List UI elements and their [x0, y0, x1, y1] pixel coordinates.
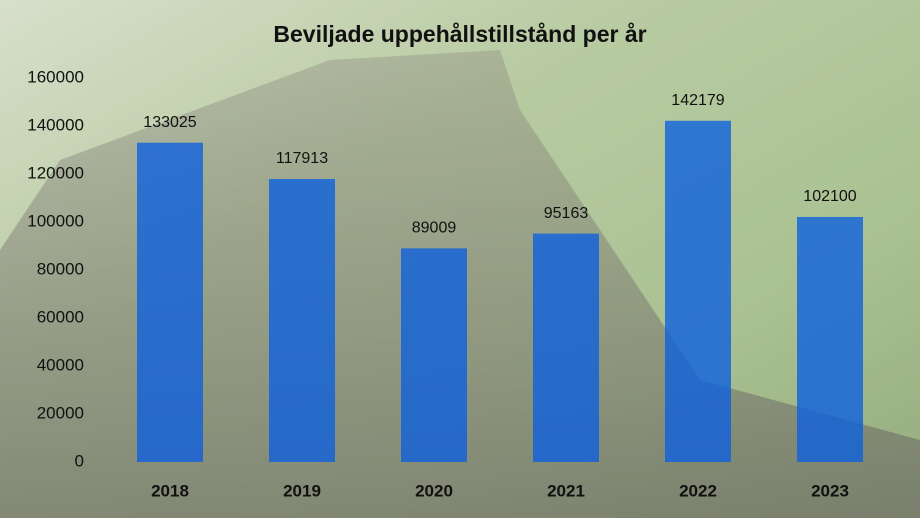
bar: [401, 248, 467, 462]
bar: [665, 120, 731, 463]
data-label: 95163: [544, 205, 589, 222]
bar: [797, 216, 863, 462]
y-tick-label: 100000: [27, 211, 84, 230]
data-label: 142179: [671, 92, 724, 109]
y-tick-label: 60000: [37, 307, 84, 326]
data-label: 89009: [412, 220, 457, 237]
y-tick-label: 160000: [27, 67, 84, 86]
bar: [269, 179, 335, 463]
data-label: 117913: [276, 150, 328, 167]
data-label: 102100: [803, 188, 856, 205]
x-tick-label: 2021: [547, 481, 585, 500]
y-tick-label: 20000: [37, 403, 84, 422]
x-tick-label: 2018: [151, 481, 189, 500]
x-tick-label: 2019: [283, 481, 321, 500]
y-tick-label: 80000: [37, 259, 84, 278]
bar: [533, 233, 599, 462]
y-tick-label: 140000: [27, 115, 84, 134]
x-tick-label: 2020: [415, 481, 453, 500]
x-tick-label: 2023: [811, 481, 849, 500]
y-tick-label: 0: [75, 451, 84, 470]
bar: [137, 142, 203, 463]
y-tick-label: 40000: [37, 355, 84, 374]
x-tick-label: 2022: [679, 481, 717, 500]
chart-title: Beviljade uppehållstillstånd per år: [273, 21, 646, 47]
y-tick-label: 120000: [27, 163, 84, 182]
data-label: 133025: [143, 114, 196, 131]
